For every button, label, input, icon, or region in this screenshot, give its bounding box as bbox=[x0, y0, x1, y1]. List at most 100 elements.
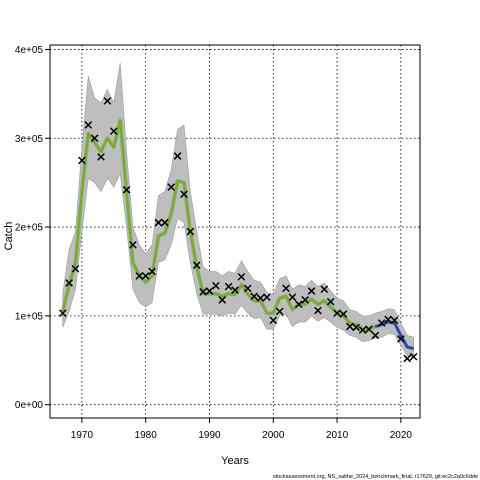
observed-point-stroke bbox=[377, 319, 386, 327]
observed-point bbox=[84, 121, 93, 129]
x-axis: 1970 1980 1990 2000 2010 2020 bbox=[71, 418, 413, 441]
observed-point bbox=[192, 261, 201, 270]
observed-point bbox=[205, 287, 214, 295]
observed-point-stroke bbox=[122, 185, 131, 194]
observed-point-stroke bbox=[90, 134, 99, 143]
observed-point bbox=[103, 97, 112, 105]
y-axis: 0e+00 1e+05 2e+05 3e+05 4e+05 bbox=[15, 45, 50, 411]
observed-point-stroke bbox=[84, 121, 93, 129]
observed-point bbox=[365, 325, 373, 334]
observed-point bbox=[186, 227, 195, 236]
observed-point-stroke bbox=[384, 315, 392, 324]
observed-point bbox=[90, 134, 99, 143]
observed-point-stroke bbox=[307, 287, 316, 295]
plot-frame bbox=[49, 44, 421, 419]
observed-point bbox=[122, 185, 131, 194]
observed-point bbox=[129, 240, 137, 249]
x-tick-label: 2020 bbox=[390, 430, 413, 441]
observed-point-stroke bbox=[409, 352, 418, 361]
observed-point bbox=[65, 279, 73, 287]
observed-point-stroke bbox=[282, 284, 290, 293]
observed-point bbox=[109, 127, 118, 135]
observed-point-stroke bbox=[345, 322, 354, 331]
observed-point bbox=[243, 284, 252, 293]
observed-point-stroke bbox=[141, 272, 150, 280]
observed-point-stroke bbox=[71, 264, 80, 273]
observed-point-stroke bbox=[224, 282, 233, 291]
observed-point-stroke bbox=[154, 218, 163, 227]
confidence-band bbox=[62, 62, 414, 359]
observed-point bbox=[345, 322, 354, 331]
x-axis-title: Years bbox=[221, 455, 249, 467]
observed-point-stroke bbox=[199, 288, 207, 296]
observed-points-layer bbox=[58, 97, 418, 363]
observed-point-stroke bbox=[180, 190, 188, 199]
observed-point bbox=[58, 309, 67, 318]
observed-point bbox=[352, 323, 361, 332]
observed-point-stroke bbox=[358, 326, 367, 334]
observed-point-stroke bbox=[160, 218, 169, 227]
observed-point bbox=[199, 288, 207, 296]
observed-point-stroke bbox=[314, 306, 322, 315]
observed-point-stroke bbox=[390, 316, 399, 325]
observed-point-stroke bbox=[397, 335, 405, 343]
observed-point bbox=[237, 272, 246, 281]
observed-point-stroke bbox=[205, 287, 214, 295]
observed-point bbox=[333, 309, 341, 318]
observed-point-stroke bbox=[294, 300, 303, 309]
observed-point bbox=[326, 297, 335, 306]
observed-point-stroke bbox=[192, 261, 201, 270]
observed-point-stroke bbox=[173, 152, 182, 160]
source-footnote: stockassessment.org, NS_saithe_2024_benc… bbox=[273, 474, 478, 480]
x-tick-label: 1990 bbox=[198, 430, 221, 441]
observed-point-stroke bbox=[135, 272, 144, 280]
observed-point bbox=[256, 294, 265, 302]
forecast-line bbox=[374, 320, 414, 350]
observed-point bbox=[301, 296, 310, 304]
x-tick-label: 2000 bbox=[262, 430, 285, 441]
fit-line bbox=[61, 119, 414, 350]
observed-point-stroke bbox=[148, 267, 156, 276]
observed-point bbox=[269, 316, 278, 325]
y-axis-title: Catch bbox=[3, 222, 15, 251]
observed-point bbox=[231, 286, 239, 294]
observed-point bbox=[167, 183, 176, 191]
x-tick-label: 1970 bbox=[71, 430, 94, 441]
observed-point bbox=[397, 335, 405, 343]
observed-point bbox=[384, 315, 392, 324]
observed-point bbox=[154, 218, 163, 227]
observed-point bbox=[141, 272, 150, 280]
observed-point bbox=[160, 218, 169, 227]
observed-point-stroke bbox=[109, 127, 118, 135]
fit-line-layer bbox=[60, 118, 415, 351]
observed-point bbox=[307, 287, 316, 295]
observed-point-stroke bbox=[78, 156, 86, 165]
observed-point-stroke bbox=[269, 316, 278, 325]
observed-point-stroke bbox=[243, 284, 252, 293]
x-tick-label: 2010 bbox=[326, 430, 349, 441]
observed-point-stroke bbox=[97, 153, 105, 161]
observed-point bbox=[224, 282, 233, 291]
observed-point-stroke bbox=[186, 227, 195, 236]
observed-point-stroke bbox=[103, 97, 112, 105]
observed-point-stroke bbox=[301, 296, 310, 304]
observed-point-stroke bbox=[275, 307, 284, 316]
observed-point bbox=[180, 190, 188, 199]
observed-point bbox=[135, 272, 144, 280]
y-tick-label: 0e+00 bbox=[15, 400, 44, 411]
observed-point bbox=[218, 296, 227, 304]
observed-point-stroke bbox=[167, 183, 176, 191]
observed-point-stroke bbox=[250, 292, 258, 301]
observed-point bbox=[403, 354, 412, 363]
observed-point-stroke bbox=[403, 354, 412, 363]
observed-point bbox=[282, 284, 290, 293]
observed-point bbox=[173, 152, 182, 160]
observed-point-stroke bbox=[231, 286, 239, 294]
observed-point-stroke bbox=[58, 309, 67, 318]
observed-point-stroke bbox=[288, 293, 297, 302]
observed-point bbox=[314, 306, 322, 315]
observed-point-stroke bbox=[212, 281, 220, 290]
observed-point bbox=[97, 153, 105, 161]
y-tick-label: 4e+05 bbox=[15, 45, 44, 56]
observed-point bbox=[294, 300, 303, 309]
